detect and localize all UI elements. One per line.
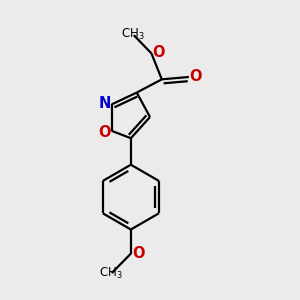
Text: O: O bbox=[132, 246, 145, 261]
Text: O: O bbox=[189, 69, 202, 84]
Text: O: O bbox=[98, 125, 111, 140]
Text: N: N bbox=[99, 96, 111, 111]
Text: CH$_3$: CH$_3$ bbox=[122, 27, 145, 42]
Text: O: O bbox=[152, 45, 165, 60]
Text: CH$_3$: CH$_3$ bbox=[99, 266, 123, 281]
